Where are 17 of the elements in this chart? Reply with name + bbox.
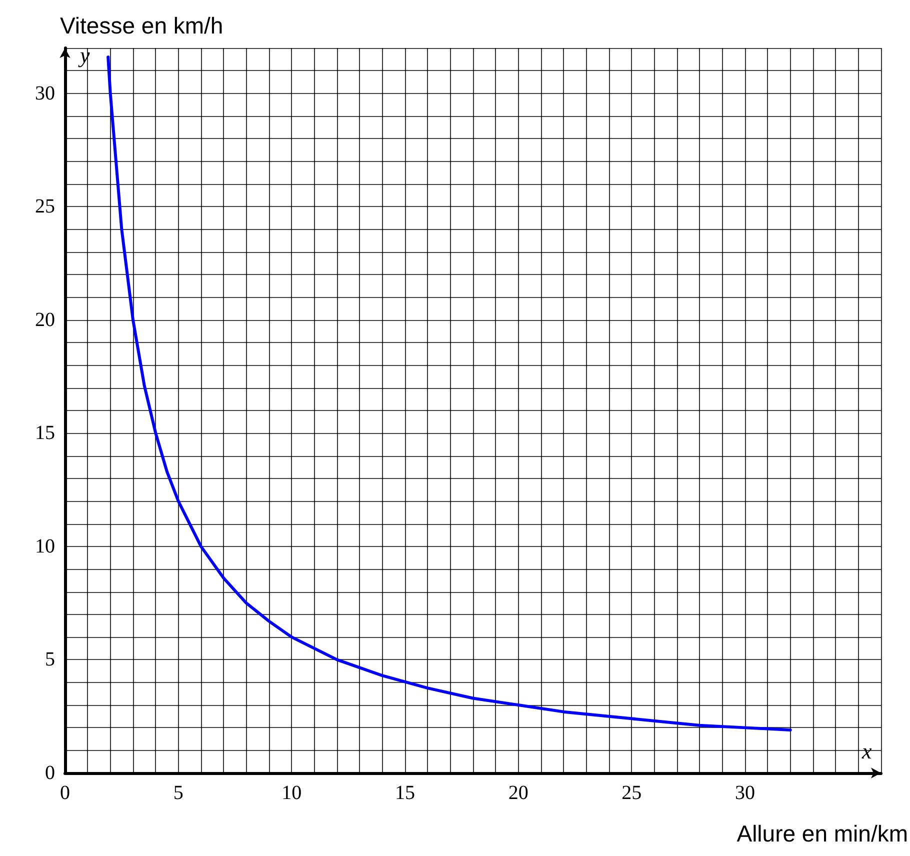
y-tick-label: 0 [45,762,55,784]
y-axis-title: Vitesse en km/h [60,12,224,38]
y-tick-label: 15 [35,422,55,444]
x-tick-label: 30 [735,782,755,804]
x-tick-label: 5 [173,782,184,804]
y-tick-label: 5 [45,648,55,671]
x-tick-label: 10 [282,782,302,804]
x-axis-title: Allure en min/km [736,820,908,846]
y-tick-label: 25 [35,196,55,218]
x-tick-label: 25 [622,782,642,804]
y-tick-label: 30 [35,82,55,104]
y-tick-label: 20 [35,308,55,331]
x-tick-label: 0 [60,782,70,804]
x-tick-label: 15 [395,782,415,804]
y-tick-label: 10 [35,535,55,558]
x-tick-label: 20 [508,782,528,804]
line-series [106,56,792,732]
